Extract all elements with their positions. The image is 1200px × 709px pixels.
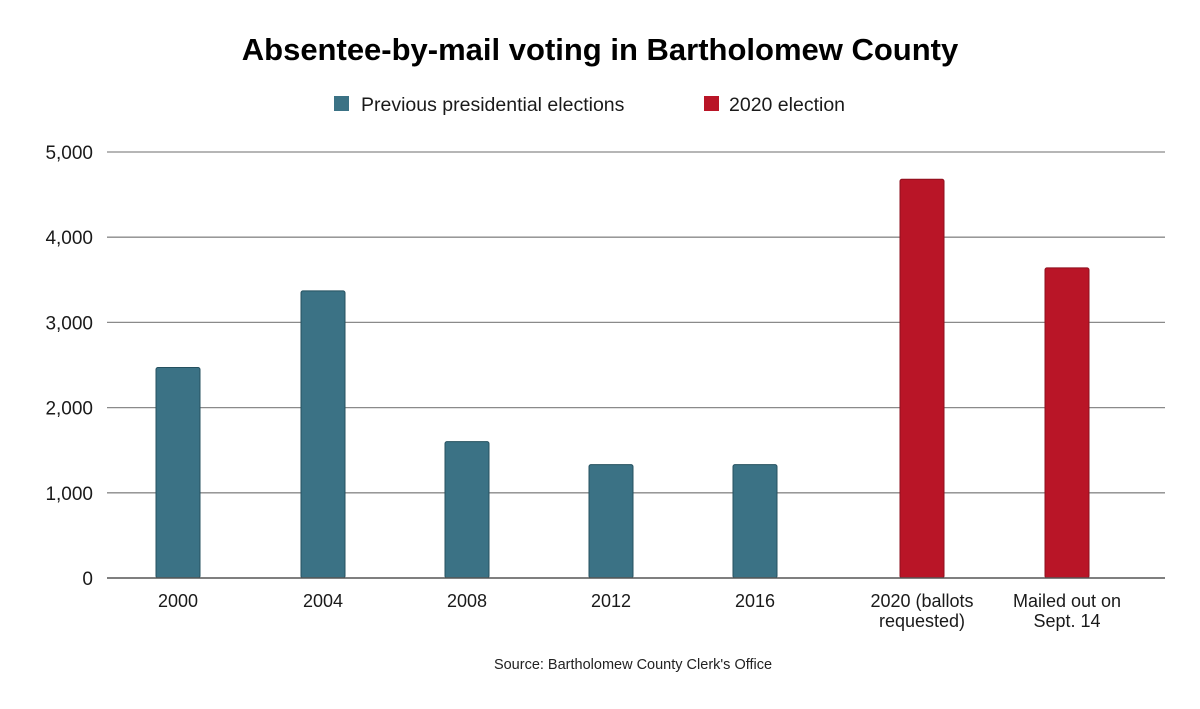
- legend-item-2020: 2020 election: [704, 94, 845, 116]
- x-tick-label: 2012: [591, 591, 631, 611]
- x-tick-label: Mailed out on Sept. 14: [1013, 591, 1121, 631]
- bar-2020-6: [1044, 267, 1090, 579]
- legend: Previous presidential elections 2020 ele…: [334, 94, 845, 116]
- chart-title: Absentee-by-mail voting in Bartholomew C…: [242, 32, 959, 67]
- legend-label-previous: Previous presidential elections: [361, 94, 625, 116]
- x-tick-label: 2020 (ballots requested): [870, 591, 973, 631]
- y-tick-label: 5,000: [45, 143, 93, 164]
- bar-2020-5: [899, 178, 945, 579]
- y-tick-label: 4,000: [45, 228, 93, 249]
- x-axis: 2000 2004 2008 2012 2016 2020 (ballots request…: [158, 591, 1121, 631]
- bar-previous-2: [444, 441, 490, 579]
- x-tick-label: 2004: [303, 591, 343, 611]
- bar-previous-4: [732, 464, 778, 579]
- y-tick-label: 0: [82, 569, 93, 590]
- bar-previous-0: [155, 367, 201, 579]
- legend-label-2020: 2020 election: [729, 94, 845, 116]
- source-note: Source: Bartholomew County Clerk's Offic…: [494, 657, 772, 673]
- x-tick-label: 2016: [735, 591, 775, 611]
- y-tick-label: 3,000: [45, 313, 93, 334]
- x-tick-label: 2008: [447, 591, 487, 611]
- bar-previous-3: [588, 464, 634, 579]
- bars: [155, 178, 1090, 579]
- legend-swatch-2020: [704, 96, 719, 111]
- bar-previous-1: [300, 290, 346, 579]
- y-tick-label: 1,000: [45, 484, 93, 505]
- gridlines: [107, 151, 1165, 494]
- legend-item-previous: Previous presidential elections: [334, 94, 625, 116]
- x-tick-label: 2000: [158, 591, 198, 611]
- y-tick-label: 2,000: [45, 399, 93, 420]
- legend-swatch-previous: [334, 96, 349, 111]
- y-axis: 0 1,000 2,000 3,000 4,000 5,000: [45, 143, 93, 590]
